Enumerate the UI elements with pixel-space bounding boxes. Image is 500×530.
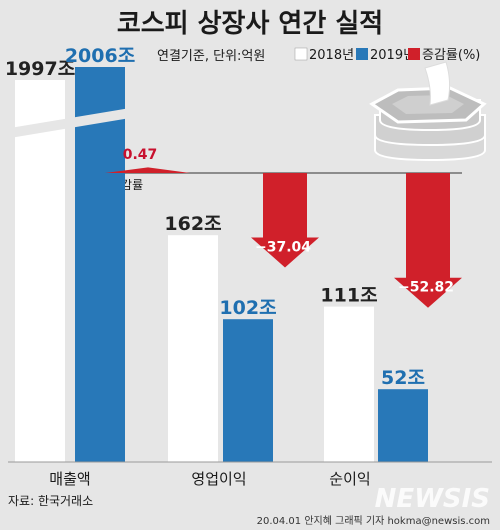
change-arrows-layer: 0.47 −37.04 −52.82 [105,147,462,308]
legend-label-change: 증감률(%) [422,48,480,63]
source-note: 자료: 한국거래소 [8,494,93,508]
legend-label-2018: 2018년 [309,48,354,63]
bar-2019-0 [75,67,125,462]
bar-2019-1 [223,319,273,462]
category-label-net-profit: 순이익 [329,470,370,488]
axis-break-mark [10,108,130,138]
value-label-2018-2: 111조 [320,285,377,307]
bar-2018-0 [15,80,65,462]
document-stack-icon [369,61,487,162]
change-label-0: 0.47 [123,147,158,163]
category-label-operating-profit: 영업이익 [191,470,246,488]
change-arrow-1 [251,173,319,268]
change-label-2: −52.82 [398,280,454,296]
bar-2019-2 [378,389,428,462]
legend-swatch-2018 [294,47,308,61]
value-label-2019-1: 102조 [219,297,276,319]
legend: 2018년 2019년 증감률(%) [294,47,480,63]
value-label-2018-0: 1997조 [5,58,75,80]
bar-2018-2 [324,306,374,462]
chart-subtitle: 연결기준, 단위:억원 [157,49,265,64]
credit-note: 20.04.01 안지혜 그래픽 기자 hokma@newsis.com [257,515,490,527]
bar-2018-1 [168,235,218,462]
watermark-logo: NEWSIS [375,484,490,514]
legend-swatch-change [408,48,420,60]
value-label-2019-0: 2006조 [65,45,135,67]
value-label-2019-2: 52조 [381,367,425,389]
category-label-sales: 매출액 [49,470,90,488]
legend-swatch-2019 [356,48,368,60]
bars-layer [10,67,428,462]
change-arrow-0 [105,167,190,173]
legend-label-2019: 2019년 [370,48,415,63]
change-arrow-2 [394,173,462,308]
chart-title: 코스피 상장사 연간 실적 [117,9,383,39]
change-label-1: −37.04 [255,239,311,255]
value-label-2018-1: 162조 [164,213,221,235]
